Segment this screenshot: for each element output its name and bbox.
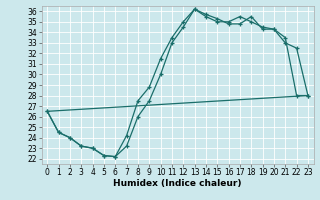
X-axis label: Humidex (Indice chaleur): Humidex (Indice chaleur) (113, 179, 242, 188)
